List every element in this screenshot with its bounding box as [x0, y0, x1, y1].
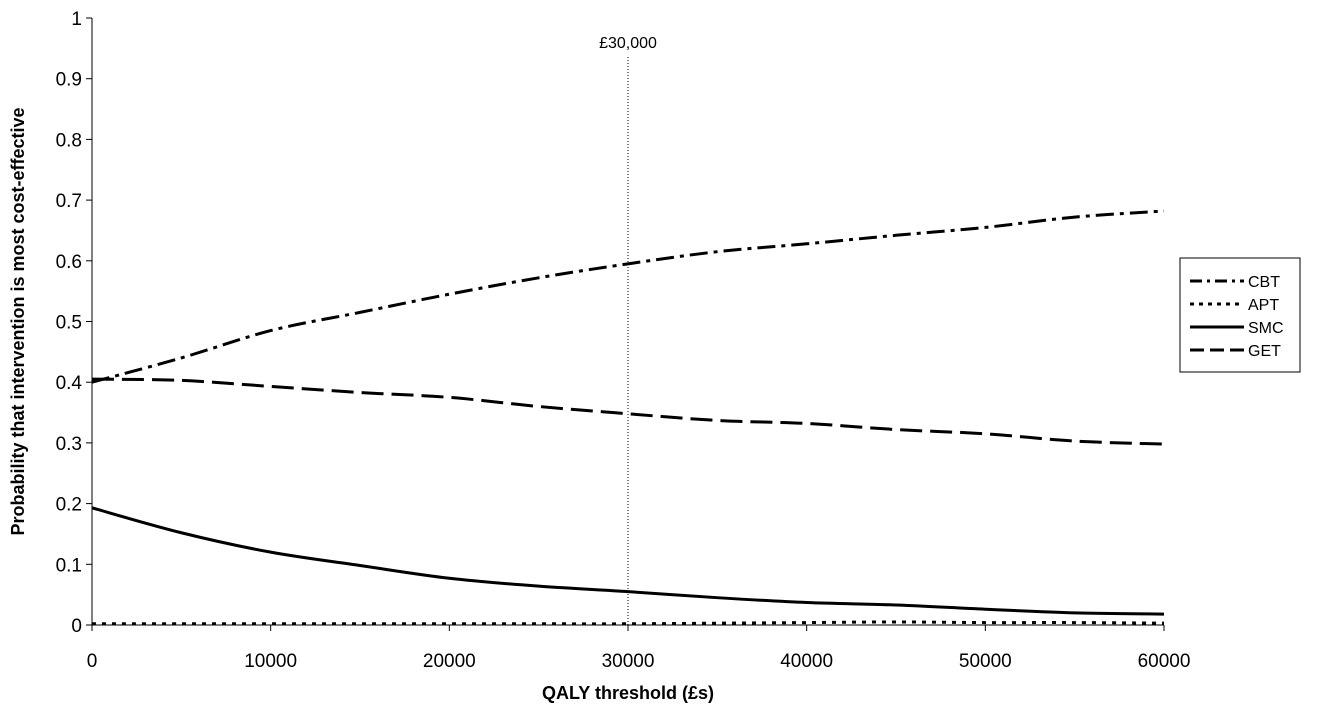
y-tick-label: 0.9 [56, 70, 82, 91]
legend-label-cbt: CBT [1248, 274, 1280, 291]
x-tick-label: 0 [87, 651, 98, 672]
legend-label-apt: APT [1248, 297, 1279, 314]
legend-label-smc: SMC [1248, 320, 1284, 337]
y-tick-label: 0.4 [56, 373, 83, 394]
x-axis-title: QALY threshold (£s) [542, 683, 714, 703]
y-axis-title: Probability that intervention is most co… [8, 107, 28, 535]
y-tick-label: 0 [71, 616, 82, 637]
x-tick-label: 60000 [1138, 651, 1191, 672]
series-layer [91, 209, 1165, 626]
y-tick-label: 0.1 [56, 555, 82, 576]
y-tick-label: 1 [71, 9, 82, 30]
y-tick-label: 0.5 [56, 313, 82, 334]
threshold-label: £30,000 [599, 35, 657, 52]
y-tick-label: 0.2 [56, 495, 82, 516]
legend: CBT APT SMC GET [1179, 257, 1301, 373]
legend-label-get: GET [1248, 343, 1281, 360]
y-tick-label: 0.7 [56, 191, 82, 212]
y-tick-label: 0.6 [56, 252, 82, 273]
y-tick-label: 0.8 [56, 130, 82, 151]
series-line-cbt [91, 209, 1165, 384]
y-tick-label: 0.3 [56, 434, 82, 455]
series-line-apt [92, 620, 1165, 626]
legend-box [1179, 257, 1301, 373]
plot-area: 0 0.1 0.2 0.3 0.4 0.5 0.6 0.7 0.8 0.9 1 0 10000 20000… [56, 9, 1191, 672]
x-tick-label: 30000 [602, 651, 655, 672]
series-line-smc [91, 506, 1165, 616]
x-tick-label: 10000 [244, 651, 297, 672]
x-tick-label: 20000 [423, 651, 476, 672]
x-tick-label: 40000 [780, 651, 833, 672]
x-tick-label: 50000 [959, 651, 1012, 672]
